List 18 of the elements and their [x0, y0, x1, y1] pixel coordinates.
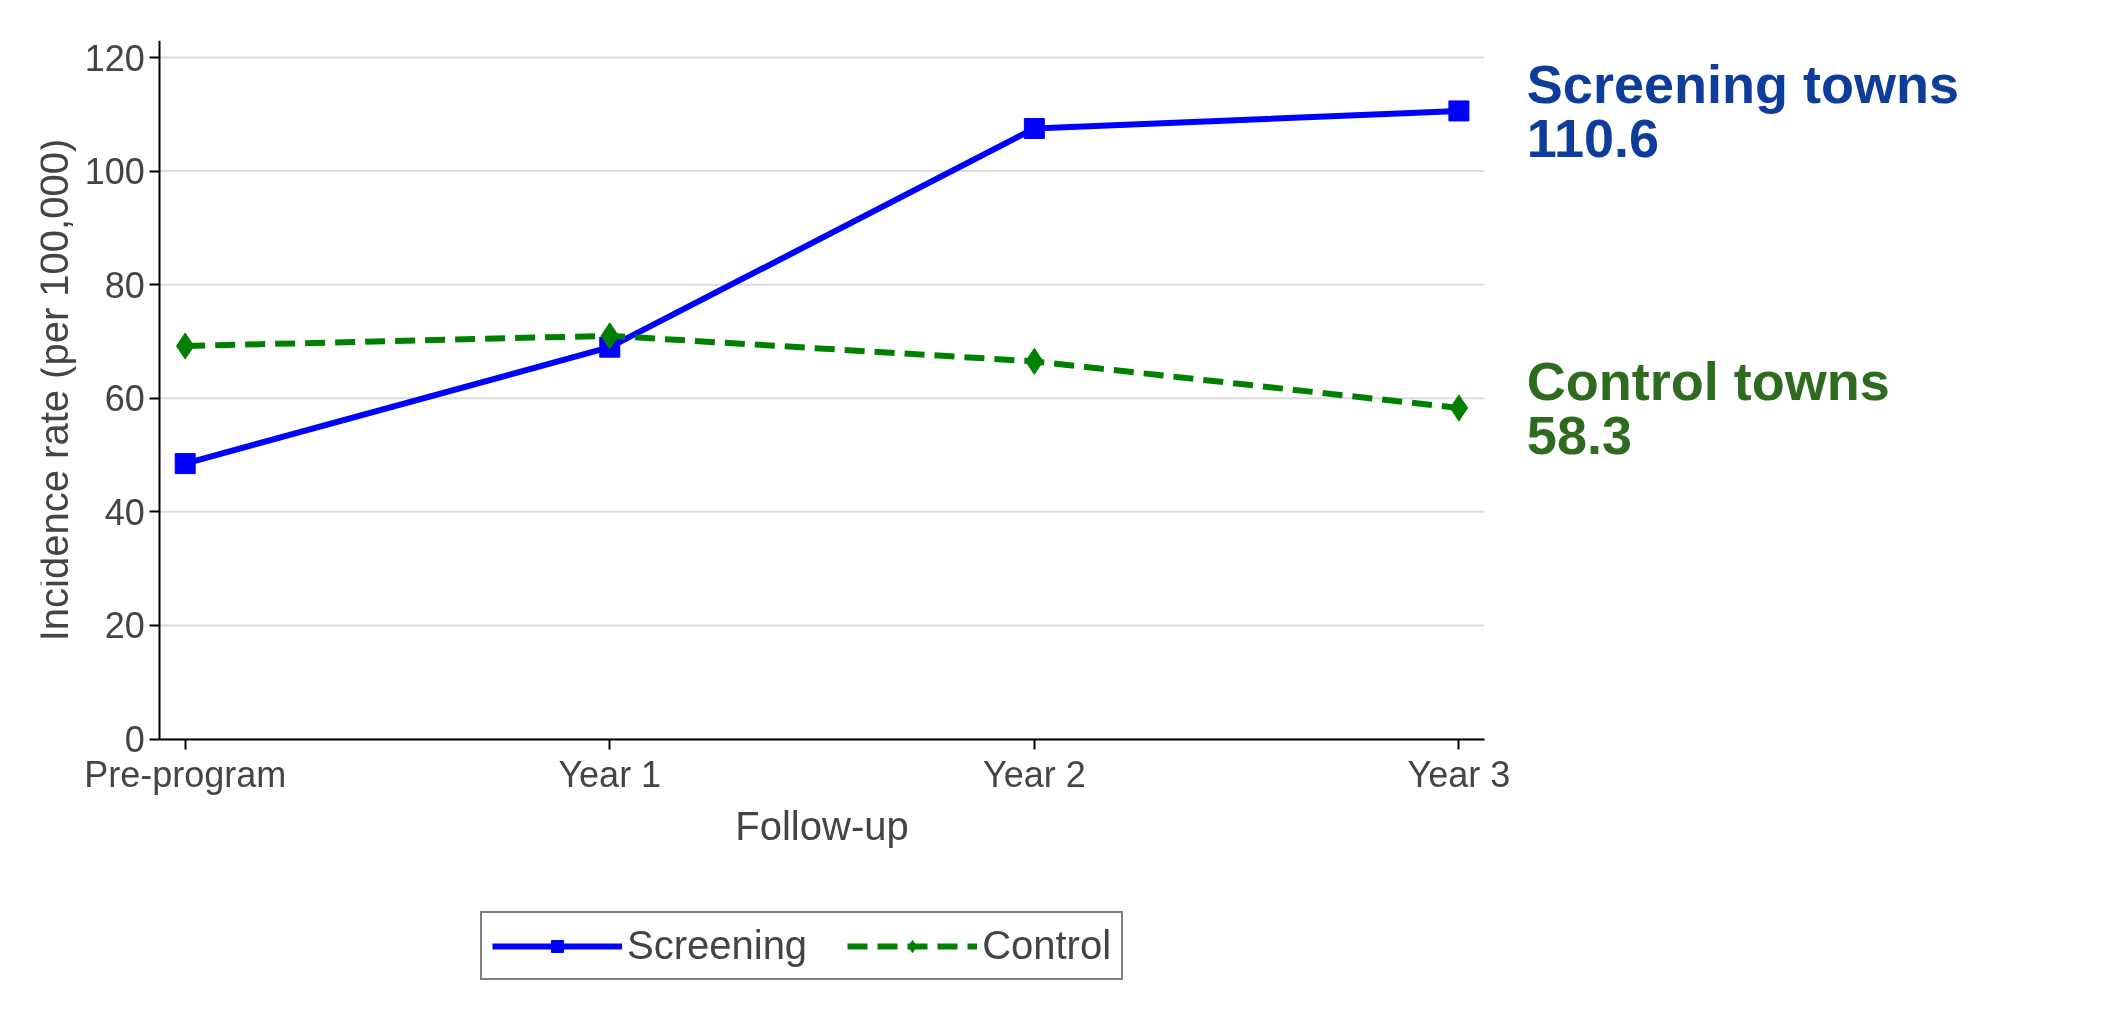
x-axis-title: Follow-up — [735, 803, 909, 848]
x-tick-label: Year 3 — [1407, 754, 1511, 796]
annotation: Control towns 58.3 — [1526, 350, 1890, 465]
y-tick-label: 100 — [84, 151, 145, 193]
legend-label: Screening — [627, 923, 808, 968]
y-tick-label: 40 — [104, 491, 145, 533]
y-tick-label: 120 — [84, 37, 145, 79]
x-tick-label: Year 2 — [982, 754, 1086, 796]
point — [1023, 118, 1045, 140]
legend-label: Control — [982, 923, 1112, 968]
y-tick-label: 60 — [104, 378, 145, 420]
x-tick-label: Year 1 — [558, 754, 662, 796]
annotation: Screening towns 110.6 — [1526, 53, 1959, 168]
point — [1448, 100, 1470, 122]
y-tick-label: 80 — [104, 264, 145, 306]
point — [1449, 394, 1469, 422]
point — [174, 453, 196, 475]
y-tick-label: 20 — [104, 605, 145, 647]
